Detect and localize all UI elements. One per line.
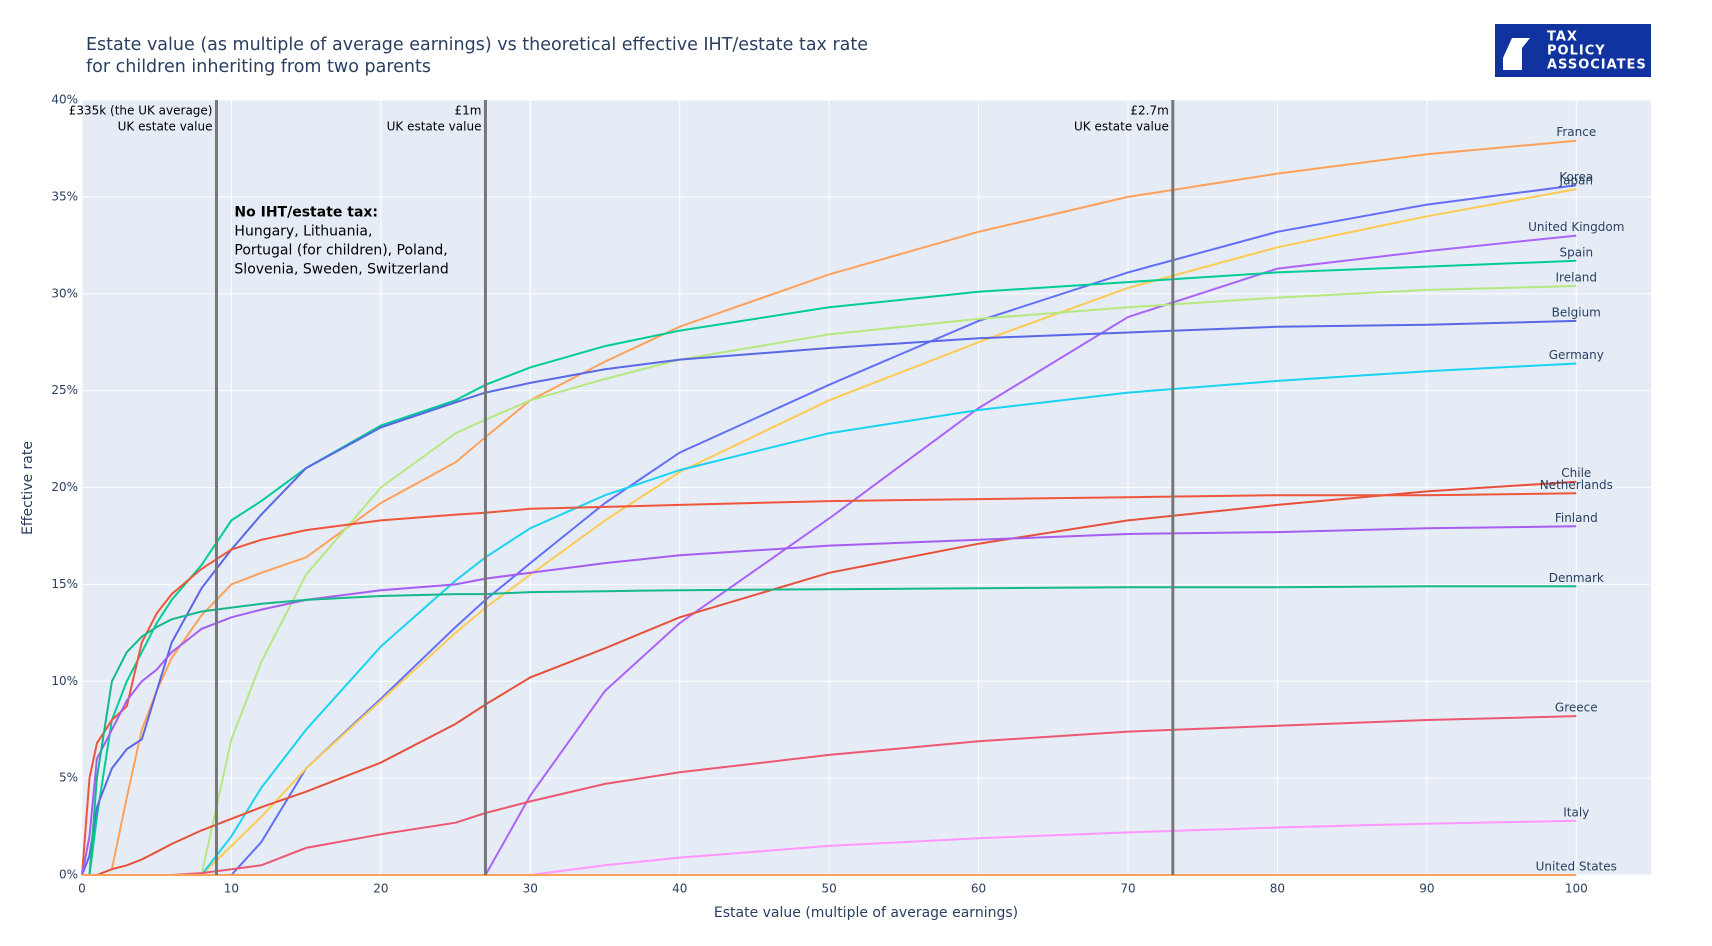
- series-label: Germany: [1549, 348, 1604, 362]
- note-line: Portugal (for children), Poland,: [234, 242, 447, 258]
- series-line: [81, 525, 1577, 876]
- x-tick-label: 30: [523, 882, 538, 896]
- logo-icon: [1503, 38, 1530, 70]
- x-tick-label: 10: [224, 882, 239, 896]
- series-label: Greece: [1555, 701, 1598, 715]
- reference-label: UK estate value: [1074, 120, 1169, 134]
- series-label: Japan: [1559, 174, 1593, 188]
- note-line: Hungary, Lithuania,: [234, 223, 372, 239]
- x-tick-label: 50: [822, 882, 837, 896]
- y-tick-label: 20%: [51, 480, 78, 494]
- x-tick-label: 0: [78, 882, 86, 896]
- series-label: Denmark: [1549, 571, 1604, 585]
- x-tick-label: 60: [971, 882, 986, 896]
- reference-label: UK estate value: [387, 120, 482, 134]
- x-axis-title: Estate value (multiple of average earnin…: [714, 905, 1018, 921]
- series-label: Italy: [1563, 805, 1589, 819]
- y-tick-label: 40%: [51, 93, 78, 107]
- x-tick-label: 40: [672, 882, 687, 896]
- series-label: Ireland: [1556, 271, 1598, 285]
- series-label: Korea: [1559, 170, 1593, 184]
- chart-title: Estate value (as multiple of average ear…: [86, 35, 868, 55]
- y-tick-label: 5%: [59, 771, 78, 785]
- note-line: Slovenia, Sweden, Switzerland: [234, 261, 448, 277]
- logo-text: TAX: [1547, 30, 1578, 45]
- series-label: United Kingdom: [1528, 220, 1624, 234]
- reference-label: £1m: [454, 104, 481, 118]
- series-label: Belgium: [1552, 305, 1601, 319]
- x-tick-label: 100: [1565, 882, 1588, 896]
- series-label: Finland: [1555, 511, 1598, 525]
- logo-text: ASSOCIATES: [1547, 58, 1647, 73]
- x-tick-label: 80: [1270, 882, 1285, 896]
- y-tick-label: 15%: [51, 577, 78, 591]
- chart-title: for children inheriting from two parents: [86, 57, 431, 77]
- y-tick-label: 25%: [51, 383, 78, 397]
- reference-label: UK estate value: [118, 120, 213, 134]
- y-axis-title: Effective rate: [20, 441, 36, 535]
- series-line: [81, 319, 1577, 876]
- series-label: France: [1556, 125, 1596, 139]
- y-tick-label: 0%: [59, 868, 78, 882]
- reference-label: £335k (the UK average): [69, 104, 213, 118]
- y-tick-label: 10%: [51, 674, 78, 688]
- y-tick-label: 35%: [51, 189, 78, 203]
- y-tick-label: 30%: [51, 286, 78, 300]
- note-heading: No IHT/estate tax:: [234, 204, 378, 220]
- series-label: Netherlands: [1540, 478, 1613, 492]
- series-label: Chile: [1561, 466, 1591, 480]
- x-tick-label: 90: [1419, 882, 1434, 896]
- series-line: [82, 585, 1577, 876]
- x-tick-label: 70: [1120, 882, 1135, 896]
- series-line: [81, 492, 1577, 876]
- series-label: Spain: [1560, 245, 1594, 259]
- reference-label: £2.7m: [1130, 104, 1168, 118]
- series-label: United States: [1536, 860, 1617, 874]
- x-tick-label: 20: [373, 882, 388, 896]
- logo-text: POLICY: [1547, 44, 1606, 59]
